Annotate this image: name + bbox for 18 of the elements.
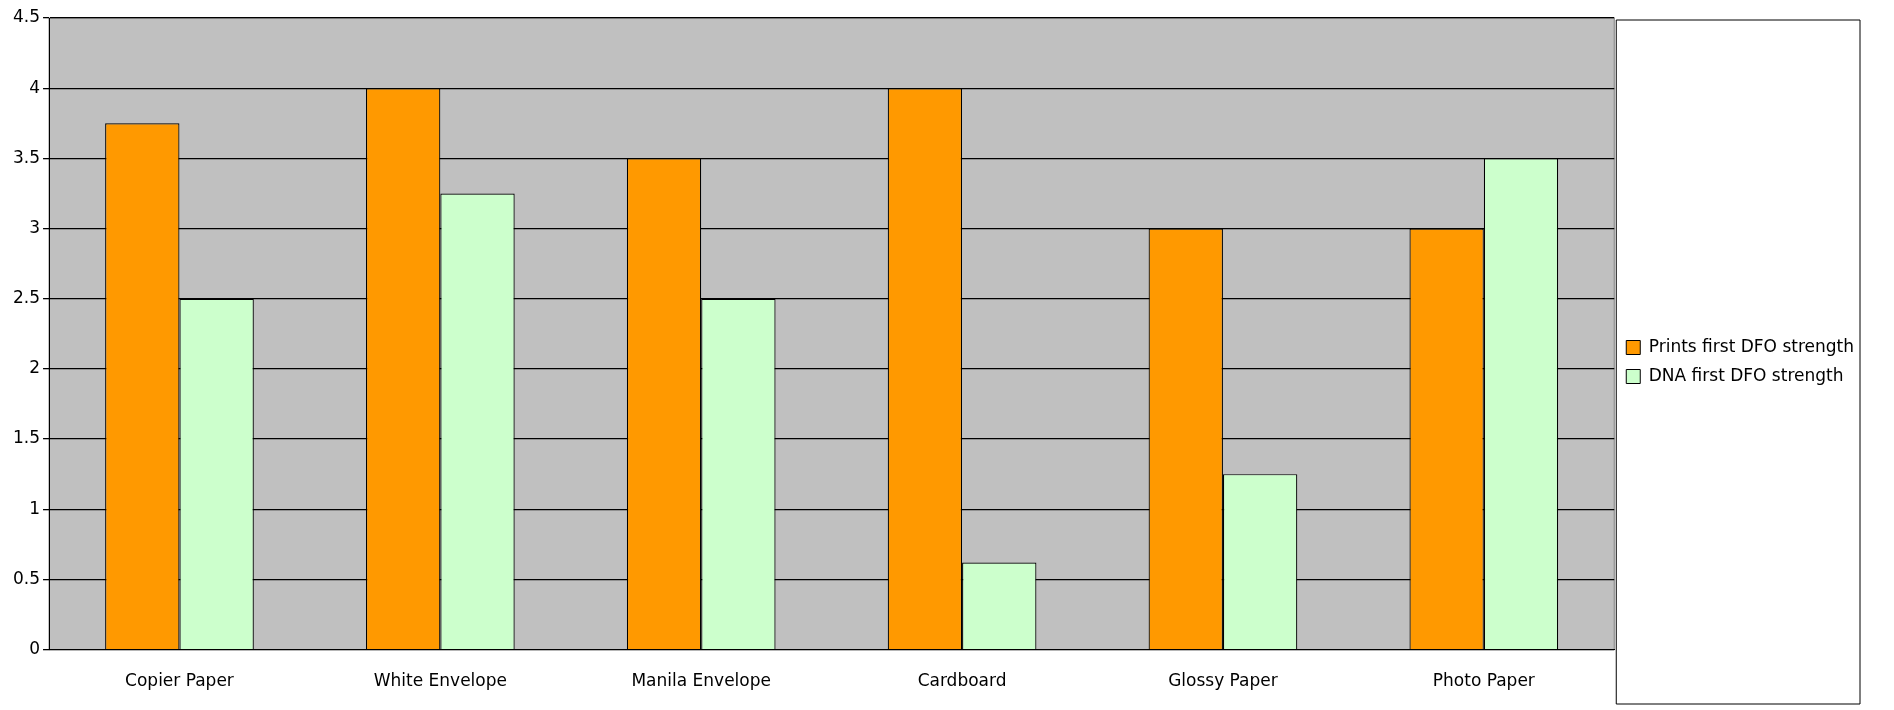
y-tick-label: 2.5: [12, 287, 41, 308]
y-tick-label: 1: [29, 497, 41, 518]
y-tick-label: 1.5: [12, 427, 41, 448]
legend-label: DNA first DFO strength: [1648, 364, 1844, 385]
x-tick-label: Manila Envelope: [631, 670, 771, 691]
x-tick-label: White Envelope: [373, 670, 507, 691]
y-tick-label: 0.5: [12, 567, 41, 588]
x-tick-label: Cardboard: [917, 670, 1007, 691]
y-tick-label: 4: [29, 76, 41, 97]
y-tick-label: 0: [29, 638, 41, 659]
y-tick-label: 4.5: [12, 6, 41, 27]
y-tick-label: 2: [29, 357, 41, 378]
x-tick-label: Copier Paper: [125, 670, 234, 691]
y-tick-label: 3: [29, 216, 41, 237]
x-tick-label: Photo Paper: [1432, 670, 1535, 691]
y-tick-label: 3.5: [12, 146, 41, 167]
legend-label: Prints first DFO strength: [1648, 335, 1854, 356]
x-tick-label: Glossy Paper: [1168, 670, 1278, 691]
